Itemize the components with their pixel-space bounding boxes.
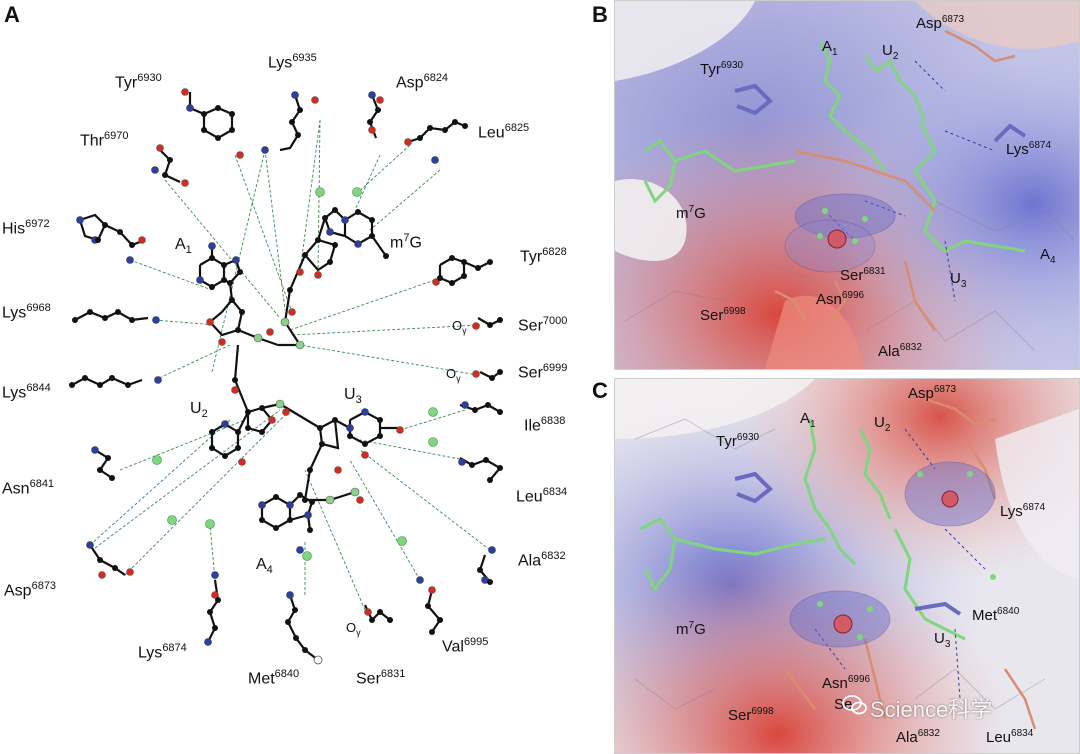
label-b-ala6832: Ala6832	[878, 342, 922, 360]
interaction-diagram	[69, 88, 503, 665]
label-c-tyr6930: Tyr6930	[716, 432, 760, 450]
label-c-leu6834: Leu6834	[986, 728, 1034, 746]
label-lys6844: Lys6844	[2, 382, 51, 402]
hydrogen-bonds	[89, 119, 491, 611]
label-c-a1: A1	[800, 410, 816, 430]
label-asn6841: Asn6841	[2, 478, 55, 498]
label-ogamma-ser6831: Oγ	[346, 620, 361, 638]
label-ser7000: Ser7000	[518, 315, 568, 335]
label-b-u3: U3	[950, 270, 967, 290]
label-c-asp6873: Asp6873	[908, 384, 957, 402]
label-leu6834: Leu6834	[516, 486, 568, 506]
wechat-icon	[842, 695, 867, 715]
nitrogen-atoms	[76, 91, 496, 646]
label-ogamma-ser7000: Oγ	[452, 318, 467, 336]
label-ala6832: Ala6832	[518, 550, 566, 570]
label-his6972: His6972	[2, 218, 50, 238]
label-thr6970: Thr6970	[80, 130, 129, 150]
sulfur-atom	[313, 655, 323, 665]
label-ser6999: Ser6999	[518, 362, 568, 382]
label-leu6825: Leu6825	[478, 122, 530, 142]
label-c-u3: U3	[934, 630, 951, 650]
label-val6995: Val6995	[442, 636, 489, 656]
panel-label-c: C	[592, 378, 608, 403]
label-tyr6930: Tyr6930	[115, 72, 162, 92]
phosphorus-atoms	[253, 317, 360, 505]
label-ser6831: Ser6831	[356, 668, 406, 688]
label-a1: A1	[175, 236, 192, 257]
label-a4: A4	[256, 556, 273, 577]
label-c-m7g: m7G	[676, 620, 706, 638]
label-u3: U3	[344, 386, 362, 407]
label-b-ser6831: Ser6831	[840, 266, 886, 284]
label-tyr6828: Tyr6828	[520, 246, 567, 266]
structure-render-b	[614, 0, 1080, 370]
water-molecules	[152, 187, 438, 561]
label-b-asn6996: Asn6996	[816, 290, 865, 308]
label-b-m7g: m7G	[676, 204, 706, 222]
watermark-text: Science科学	[870, 697, 993, 722]
label-c-asn6996: Asn6996	[822, 674, 871, 692]
ligand-bonds	[71, 92, 502, 661]
carbon-atoms	[69, 105, 503, 653]
label-lys6874: Lys6874	[138, 642, 187, 662]
label-b-asp6873: Asp6873	[916, 14, 965, 32]
panel-label-a: A	[4, 2, 20, 27]
label-b-lys6874: Lys6874	[1006, 140, 1052, 158]
label-ogamma-ser6999: Oγ	[446, 366, 461, 384]
label-b-a1: A1	[822, 38, 838, 58]
label-asp6873: Asp6873	[4, 580, 57, 600]
label-b-u2: U2	[882, 42, 899, 62]
panel-label-b: B	[592, 2, 608, 27]
label-b-a4: A4	[1040, 246, 1056, 266]
label-c-ala6832: Ala6832	[896, 728, 940, 746]
label-c-met6840: Met6840	[972, 606, 1020, 624]
label-m7g: m7G	[390, 232, 422, 252]
label-lys6935: Lys6935	[268, 52, 317, 72]
label-c-u2: U2	[874, 414, 891, 434]
label-c-ser6998: Ser6998	[728, 706, 774, 724]
label-met6840: Met6840	[248, 668, 300, 688]
label-b-tyr6930: Tyr6930	[700, 60, 744, 78]
oxygen-atoms	[98, 88, 480, 616]
label-b-ser6998: Ser6998	[700, 306, 746, 324]
label-lys6968: Lys6968	[2, 302, 51, 322]
label-ile6838: Ile6838	[524, 415, 566, 435]
label-c-lys6874: Lys6874	[1000, 502, 1046, 520]
label-asp6824: Asp6824	[396, 72, 449, 92]
structure-render-c	[614, 378, 1080, 754]
label-u2: U2	[190, 400, 208, 421]
